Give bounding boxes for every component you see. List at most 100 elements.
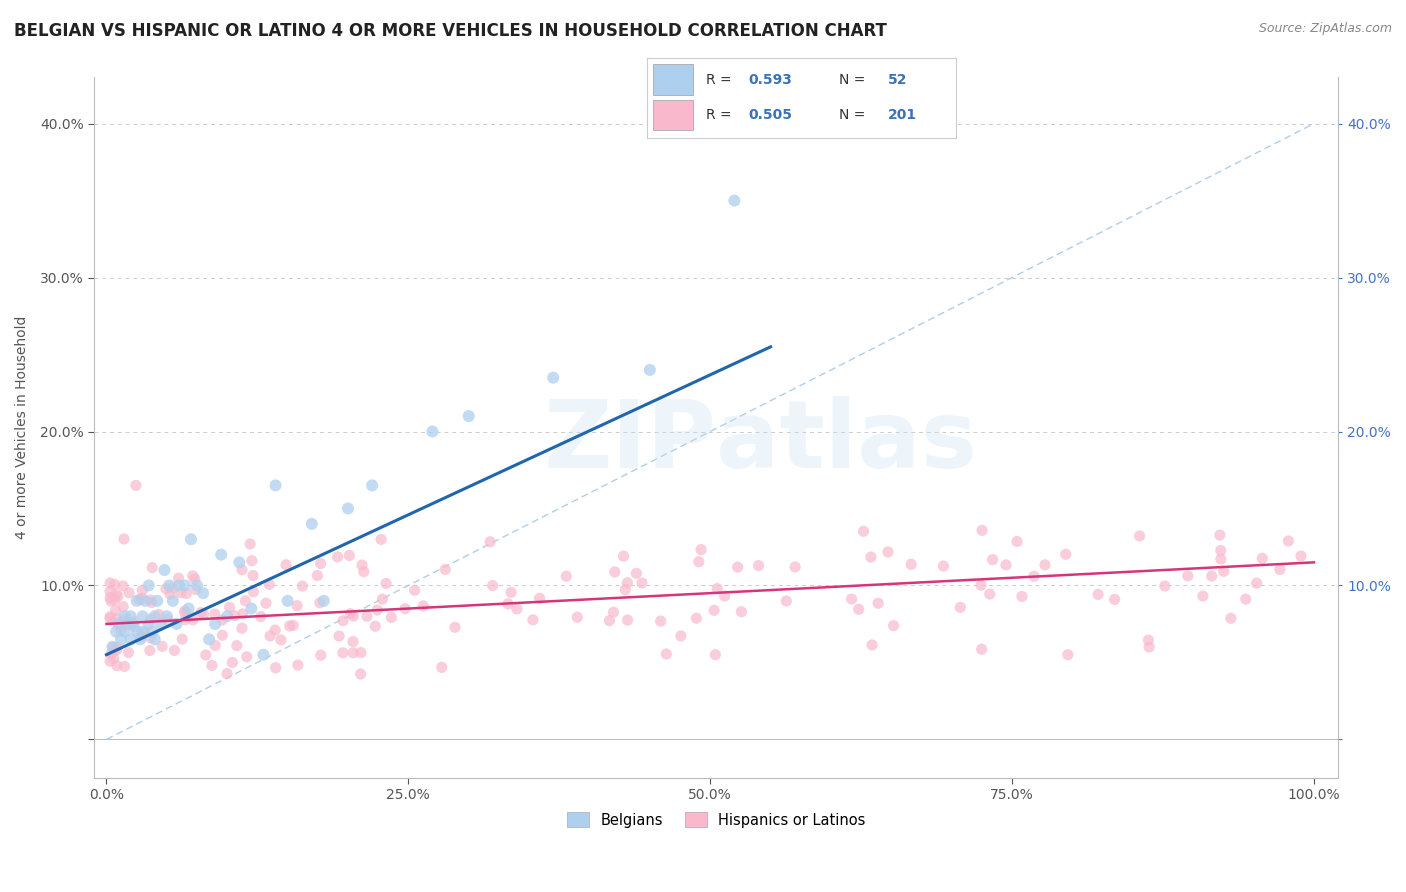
Point — [170, 586, 193, 600]
Point — [120, 632, 142, 647]
Point — [236, 649, 259, 664]
Point — [1153, 579, 1175, 593]
Point — [228, 555, 250, 569]
Point — [730, 605, 752, 619]
Point — [224, 608, 246, 623]
Point — [342, 634, 364, 648]
Point — [669, 629, 692, 643]
Point — [141, 560, 163, 574]
Point — [104, 603, 127, 617]
Point — [105, 640, 128, 655]
Point — [264, 478, 287, 492]
Point — [970, 524, 993, 538]
Point — [529, 591, 551, 606]
Point — [155, 582, 177, 596]
Point — [114, 659, 136, 673]
Point — [364, 619, 387, 633]
Point — [167, 578, 190, 592]
Point — [139, 631, 162, 645]
Point — [412, 599, 434, 613]
Point — [356, 609, 378, 624]
Point — [353, 565, 375, 579]
Point — [146, 594, 169, 608]
Point — [173, 604, 195, 618]
Text: atlas: atlas — [716, 396, 977, 488]
Point — [349, 667, 371, 681]
Point — [231, 621, 253, 635]
Point — [932, 559, 955, 574]
Point — [361, 478, 384, 492]
Point — [242, 568, 264, 582]
Point — [240, 554, 263, 568]
Point — [98, 591, 121, 605]
Point — [868, 596, 890, 610]
Point — [370, 533, 392, 547]
Point — [112, 579, 135, 593]
Point — [107, 616, 129, 631]
Point — [174, 586, 197, 600]
Point — [1056, 648, 1078, 662]
Point — [131, 624, 153, 639]
Point — [332, 646, 354, 660]
Point — [852, 524, 875, 539]
Point — [270, 632, 292, 647]
Point — [704, 648, 727, 662]
Point — [112, 613, 135, 627]
Point — [186, 578, 208, 592]
Point — [128, 592, 150, 607]
Text: N =: N = — [838, 108, 869, 122]
Point — [105, 643, 128, 657]
Point — [342, 646, 364, 660]
Point — [217, 609, 239, 624]
Point — [1209, 543, 1232, 558]
Point — [101, 640, 124, 654]
Point — [309, 648, 332, 663]
Point — [457, 409, 479, 423]
Point — [181, 569, 204, 583]
Y-axis label: 4 or more Vehicles in Household: 4 or more Vehicles in Household — [15, 316, 30, 540]
Point — [281, 618, 304, 632]
Point — [110, 632, 132, 647]
Point — [1087, 587, 1109, 601]
Point — [970, 578, 993, 592]
Point — [122, 615, 145, 629]
Point — [841, 592, 863, 607]
Point — [103, 651, 125, 665]
Point — [105, 612, 128, 626]
Point — [141, 595, 163, 609]
Point — [114, 617, 136, 632]
Point — [332, 614, 354, 628]
Point — [479, 534, 502, 549]
Point — [124, 620, 146, 634]
Point — [190, 606, 212, 620]
Text: 0.505: 0.505 — [749, 108, 793, 122]
Point — [1209, 528, 1232, 542]
Point — [204, 607, 226, 621]
Point — [231, 563, 253, 577]
Point — [900, 558, 922, 572]
Point — [225, 639, 247, 653]
Point — [107, 590, 129, 604]
Point — [598, 614, 620, 628]
Point — [114, 624, 136, 639]
Point — [308, 596, 330, 610]
Point — [970, 642, 993, 657]
Point — [150, 640, 173, 654]
Point — [371, 592, 394, 607]
Point — [274, 558, 297, 572]
Point — [650, 614, 672, 628]
Point — [616, 613, 638, 627]
Point — [688, 555, 710, 569]
Point — [254, 596, 277, 610]
Point — [148, 607, 170, 622]
Point — [1268, 562, 1291, 576]
Point — [125, 624, 148, 639]
Point — [191, 586, 214, 600]
Point — [153, 563, 176, 577]
Point — [1277, 533, 1299, 548]
Point — [287, 658, 309, 673]
Point — [259, 577, 281, 591]
Point — [336, 501, 359, 516]
Point — [134, 625, 156, 640]
Point — [157, 578, 180, 592]
